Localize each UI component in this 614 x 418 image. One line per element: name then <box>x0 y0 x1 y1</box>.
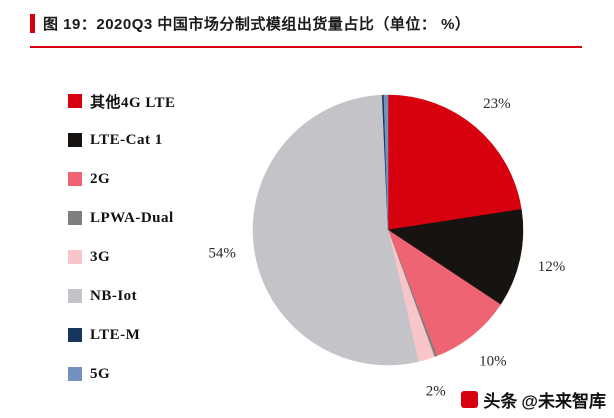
legend-swatch <box>68 211 82 225</box>
legend: 其他4G LTE LTE-Cat 1 2G LPWA-Dual 3G NB-Iot LTE-… <box>68 90 176 402</box>
pie-chart-area: 23% 12% 10% 2% 54% <box>208 55 614 405</box>
pie-chart: 23% 12% 10% 2% 54% <box>208 94 566 399</box>
legend-swatch <box>68 328 82 342</box>
legend-swatch <box>68 172 82 186</box>
figure-header: 图 19：2020Q3 中国市场分制式模组出货量占比（单位： %） <box>30 13 470 34</box>
pie-label: 10% <box>479 353 507 369</box>
legend-item: 3G <box>68 246 176 268</box>
title-underline <box>30 46 582 48</box>
legend-label: LPWA-Dual <box>90 209 174 226</box>
pie-slice <box>387 94 522 231</box>
legend-swatch <box>68 94 82 108</box>
legend-item: 2G <box>68 168 176 190</box>
toutiao-logo-icon <box>461 391 479 408</box>
legend-item: 其他4G LTE <box>68 90 176 112</box>
legend-label: 2G <box>90 170 111 187</box>
legend-label: NB-Iot <box>90 287 138 304</box>
legend-label: 3G <box>90 248 111 265</box>
pie-label: 2% <box>426 383 446 399</box>
title-accent-bar <box>30 14 35 33</box>
pie-slice <box>252 94 419 366</box>
legend-label: LTE-M <box>90 326 141 343</box>
pie-slice <box>383 94 389 231</box>
legend-swatch <box>68 250 82 264</box>
legend-label: 5G <box>90 365 111 382</box>
legend-label: LTE-Cat 1 <box>90 131 163 148</box>
legend-item: LPWA-Dual <box>68 207 176 229</box>
legend-item: LTE-Cat 1 <box>68 129 176 151</box>
brand-handle: @未来智库 <box>521 392 606 411</box>
pie-slice <box>387 229 501 357</box>
watermark: 头条 @未来智库 <box>461 387 606 412</box>
legend-swatch <box>68 367 82 381</box>
legend-item: LTE-M <box>68 324 176 346</box>
legend-swatch <box>68 133 82 147</box>
figure-title: 图 19：2020Q3 中国市场分制式模组出货量占比（单位： %） <box>43 16 471 33</box>
pie-label: 23% <box>483 96 511 112</box>
pie-slice <box>387 209 524 305</box>
brand-name: 头条 <box>483 392 518 411</box>
legend-label: 其他4G LTE <box>90 94 176 111</box>
pie-label: 12% <box>538 259 566 275</box>
pie-label: 54% <box>208 246 236 262</box>
legend-item: 5G <box>68 363 176 385</box>
legend-item: NB-Iot <box>68 285 176 307</box>
legend-swatch <box>68 289 82 303</box>
